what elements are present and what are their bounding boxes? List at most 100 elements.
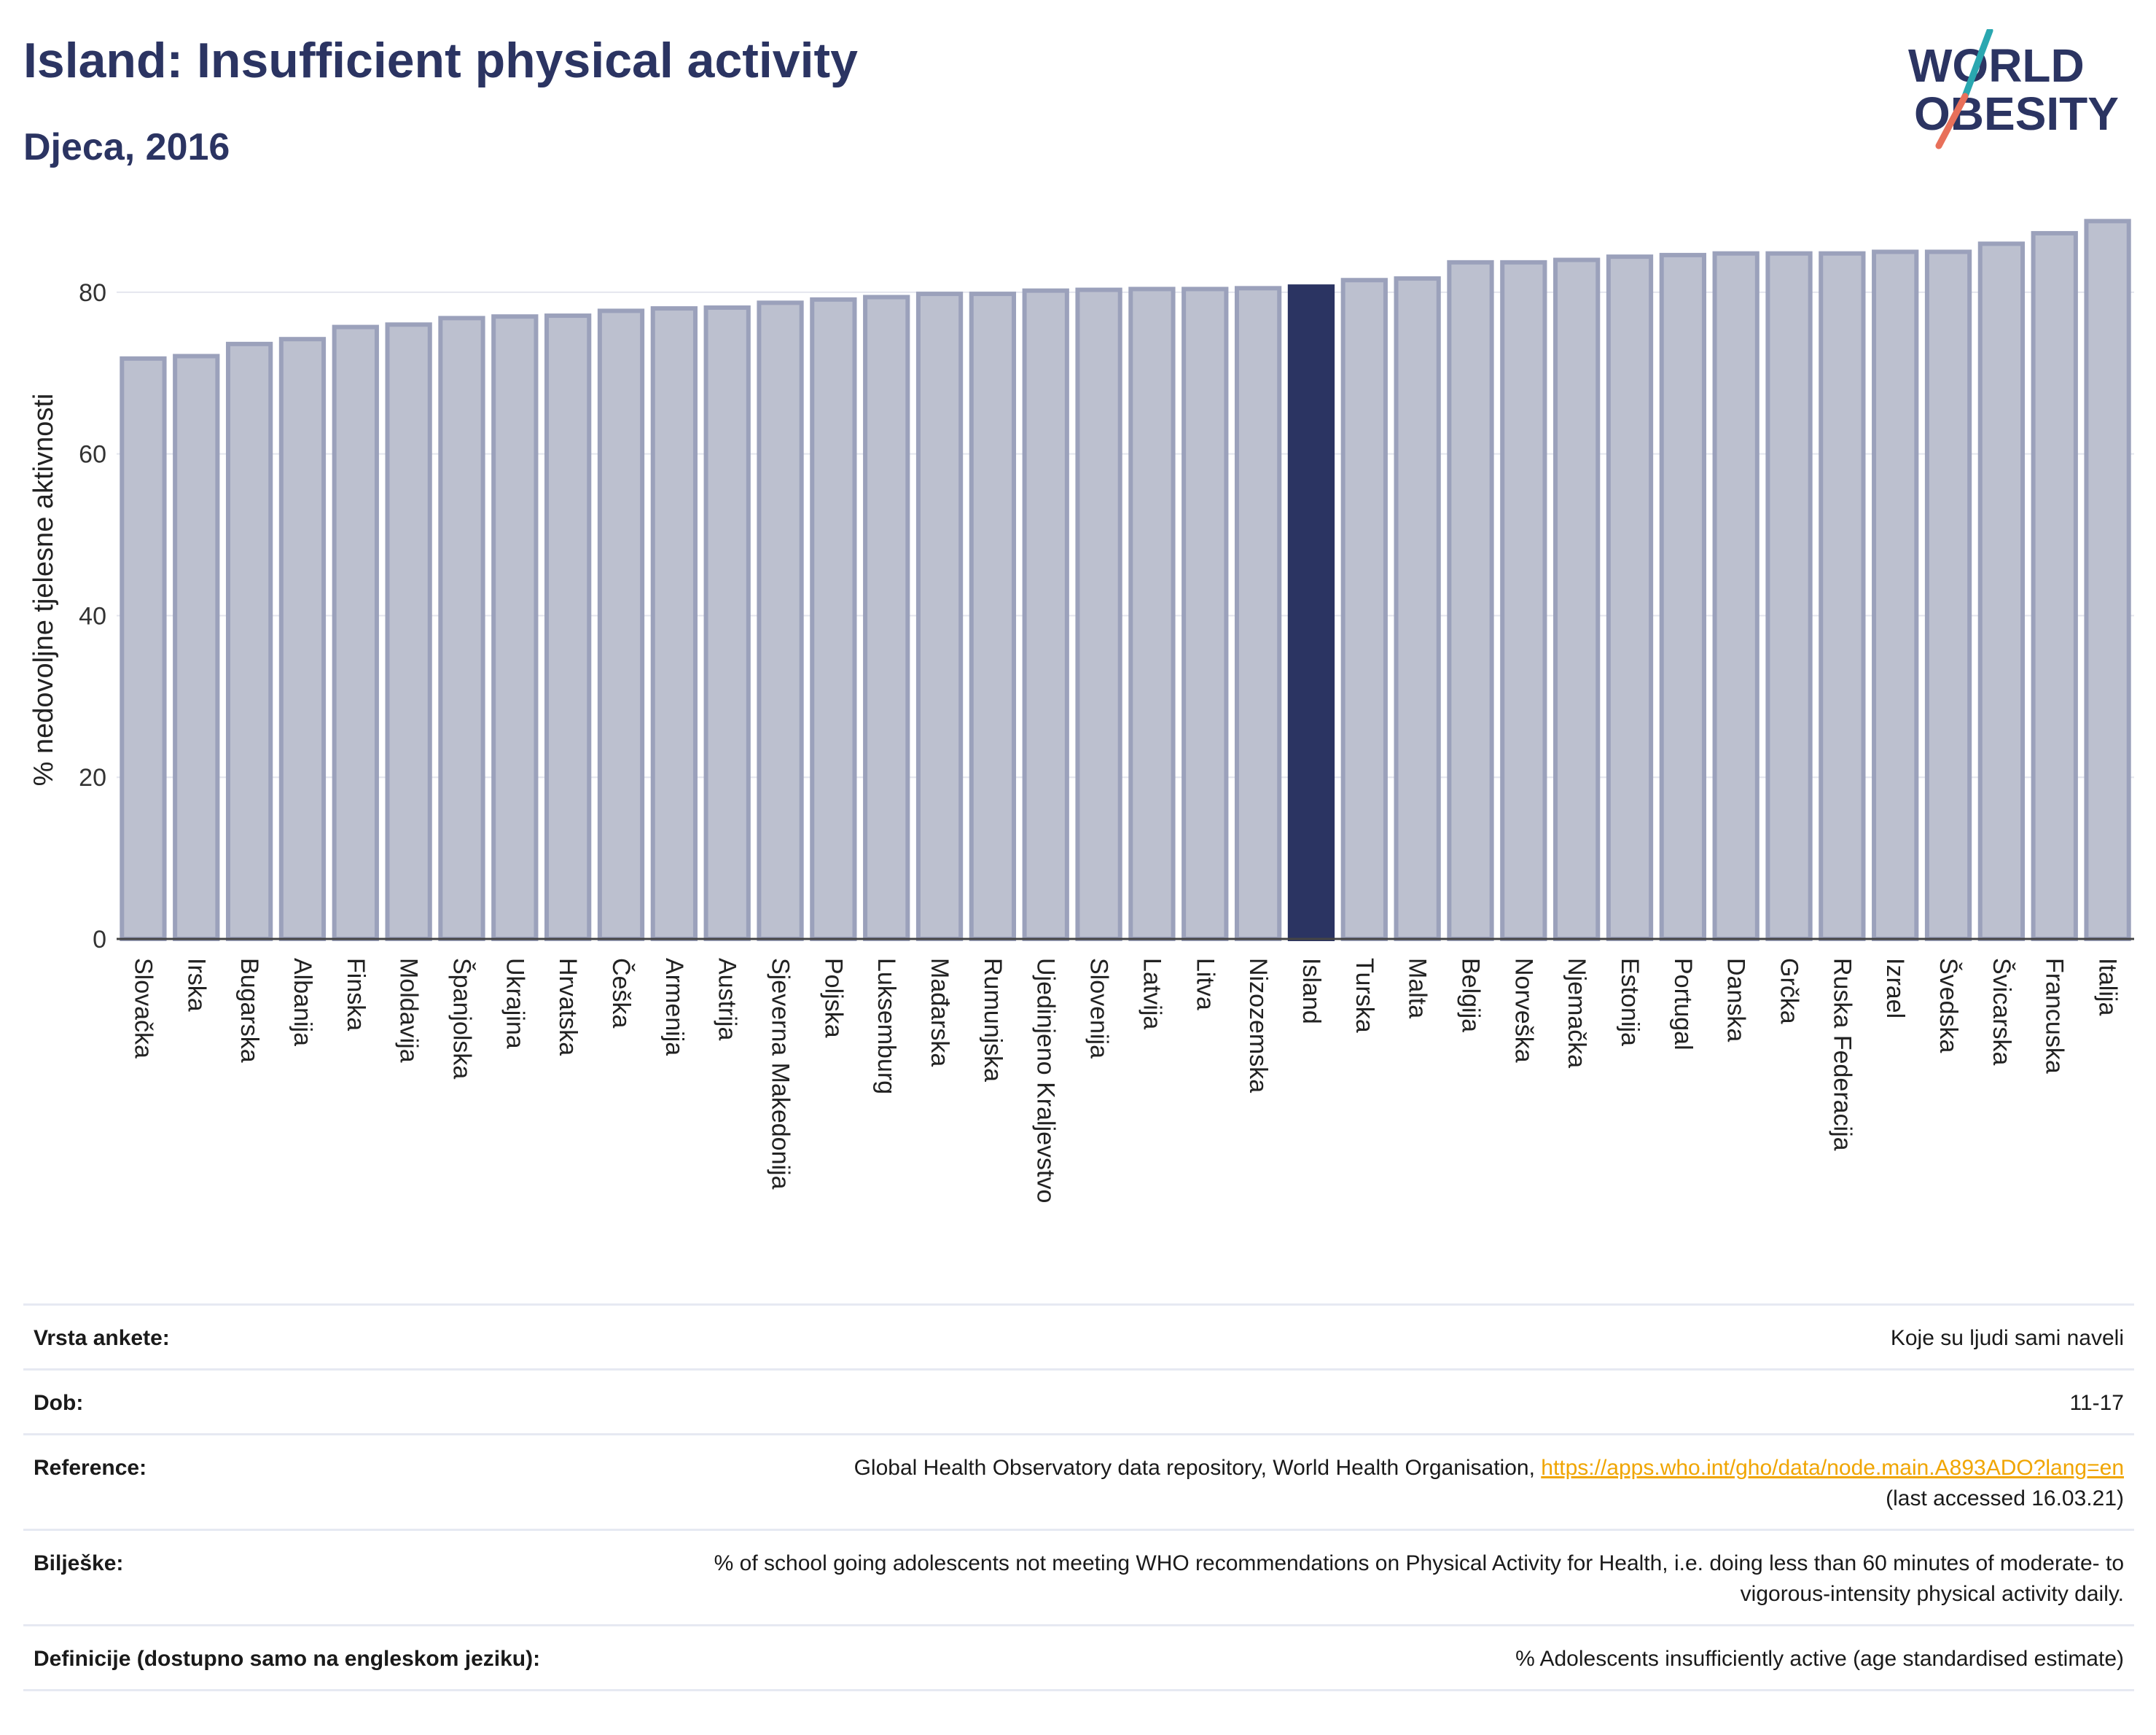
x-tick-label: Slovenija xyxy=(1085,958,1113,1058)
bar xyxy=(1924,249,1972,941)
bar xyxy=(650,306,698,942)
reference-link[interactable]: https://apps.who.int/gho/data/node.main.… xyxy=(1541,1456,2124,1480)
bar xyxy=(1234,286,1282,942)
x-tick-label: Estonija xyxy=(1616,958,1644,1046)
info-label: Bilješke: xyxy=(34,1551,124,1575)
info-row-definitions: Definicije (dostupno samo na engleskom j… xyxy=(23,1624,2134,1691)
bar xyxy=(173,354,220,942)
y-axis-label: % nedovoljne tjelesne aktivnosti xyxy=(28,394,59,787)
y-tick-label: 0 xyxy=(93,926,106,954)
bar xyxy=(544,313,592,941)
x-tick-label: Italija xyxy=(2094,958,2122,1015)
bar xyxy=(810,297,857,941)
x-tick-label: Ujedinjeno Kraljevstvo xyxy=(1032,958,1060,1203)
x-tick-label: Mađarska xyxy=(926,958,953,1067)
x-tick-label: Francuska xyxy=(2041,958,2069,1074)
bar xyxy=(438,316,485,941)
bar xyxy=(225,341,273,941)
x-tick-label: Ruska Federacija xyxy=(1828,958,1856,1151)
world-obesity-logo[interactable]: WORLD OBESITY xyxy=(1895,29,2143,160)
x-tick-label: Španjolska xyxy=(448,958,475,1079)
x-tick-label: Bugarska xyxy=(235,958,263,1063)
bar xyxy=(1500,260,1547,941)
bar xyxy=(703,305,751,941)
x-tick-label: Norveška xyxy=(1509,958,1537,1063)
info-value: Global Health Observatory data repositor… xyxy=(544,1453,2124,1514)
x-tick-label: Sjeverna Makedonija xyxy=(767,958,794,1190)
bar xyxy=(969,292,1017,941)
info-row-age: Dob: 11-17 xyxy=(23,1368,2134,1433)
x-tick-label: Litva xyxy=(1191,958,1219,1010)
x-tick-label: Austrija xyxy=(714,958,741,1040)
reference-accessed: (last accessed 16.03.21) xyxy=(1886,1486,2124,1510)
bar xyxy=(915,292,964,941)
x-tick-label: Belgija xyxy=(1456,958,1484,1032)
x-tick-label: Hrvatska xyxy=(554,958,582,1056)
chart-subtitle: Djeca, 2016 xyxy=(23,126,230,168)
x-tick-label: Albanija xyxy=(289,958,316,1046)
bar xyxy=(1075,287,1122,942)
bar xyxy=(491,314,539,941)
bar xyxy=(1712,251,1759,941)
bar xyxy=(1819,251,1866,941)
x-tick-label: Ukrajina xyxy=(501,958,528,1049)
info-value: % Adolescents insufficiently active (age… xyxy=(1515,1647,2124,1671)
bar xyxy=(1977,241,2026,942)
x-tick-label: Poljska xyxy=(819,958,847,1038)
bar xyxy=(597,308,645,942)
x-tick-label: Slovačka xyxy=(129,958,157,1058)
bar xyxy=(278,337,327,941)
y-tick-label: 40 xyxy=(79,602,106,630)
bar xyxy=(757,300,804,941)
y-tick-label: 80 xyxy=(79,279,106,307)
x-tick-label: Danska xyxy=(1722,958,1750,1042)
bar xyxy=(120,356,167,942)
x-tick-label: Njemačka xyxy=(1563,958,1590,1068)
bar-highlight xyxy=(1287,284,1335,942)
bar xyxy=(1340,278,1388,941)
x-tick-label: Nizozemska xyxy=(1244,958,1272,1093)
info-value: % of school going adolescents not meetin… xyxy=(714,1551,2124,1606)
bar xyxy=(1606,254,1654,941)
bar xyxy=(385,322,432,941)
bar xyxy=(1394,276,1441,941)
bar xyxy=(2031,230,2078,941)
x-tick-label: Izrael xyxy=(1881,958,1909,1018)
x-tick-label: Švicarska xyxy=(1988,958,2015,1065)
bar xyxy=(1447,260,1494,941)
reference-text: Global Health Observatory data repositor… xyxy=(854,1456,1542,1480)
info-row-notes: Bilješke: % of school going adolescents … xyxy=(23,1529,2134,1624)
info-label: Dob: xyxy=(34,1391,84,1415)
bar xyxy=(863,295,910,941)
logo-text-world: WORLD xyxy=(1908,39,2085,92)
bar xyxy=(1181,286,1229,942)
info-value: Koje su ljudi sami naveli xyxy=(1890,1326,2124,1350)
logo-slash-teal xyxy=(1961,29,1993,100)
chart-title: Island: Insufficient physical activity xyxy=(23,33,858,88)
x-tick-label: Rumunjska xyxy=(979,958,1007,1082)
x-tick-label: Moldavija xyxy=(395,958,423,1063)
info-label: Reference: xyxy=(34,1456,147,1480)
info-value: 11-17 xyxy=(2069,1391,2124,1415)
x-tick-label: Latvija xyxy=(1138,958,1165,1029)
x-tick-label: Irska xyxy=(182,958,210,1012)
bar xyxy=(1765,251,1813,941)
info-label: Vrsta ankete: xyxy=(34,1326,170,1350)
x-tick-label: Luksemburg xyxy=(872,958,900,1094)
info-row-survey-type: Vrsta ankete: Koje su ljudi sami naveli xyxy=(23,1303,2134,1368)
x-tick-label: Finska xyxy=(342,958,370,1031)
info-label: Definicije (dostupno samo na engleskom j… xyxy=(34,1647,541,1671)
x-tick-label: Turska xyxy=(1351,958,1378,1033)
info-row-reference: Reference: Global Health Observatory dat… xyxy=(23,1433,2134,1529)
y-tick-label: 60 xyxy=(79,441,106,469)
logo-slash-coral xyxy=(1935,93,1969,149)
bar xyxy=(2084,219,2131,942)
x-tick-label: Češka xyxy=(607,958,635,1028)
y-tick-label: 20 xyxy=(79,764,106,792)
bar xyxy=(1553,257,1601,941)
x-tick-label: Island xyxy=(1297,958,1325,1024)
x-tick-label: Grčka xyxy=(1776,958,1803,1024)
bar xyxy=(1022,288,1069,942)
bar xyxy=(1659,252,1706,941)
x-tick-label: Armenija xyxy=(660,958,688,1056)
